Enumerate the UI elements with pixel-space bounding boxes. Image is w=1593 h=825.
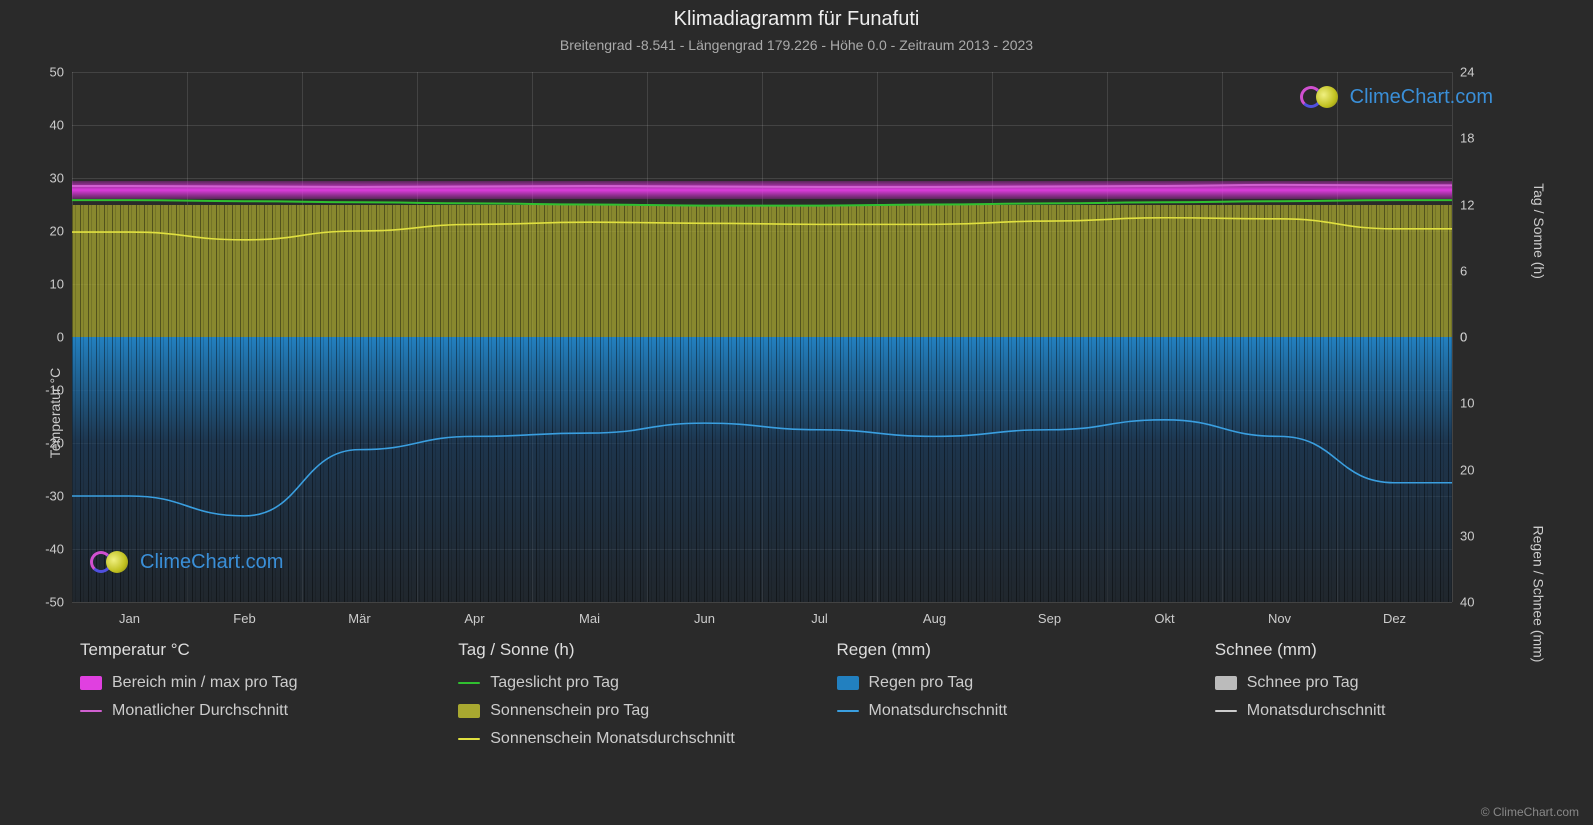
chart-title: Klimadiagramm für Funafuti [0, 0, 1593, 31]
y-right-bottom-tick-label: 10 [1460, 396, 1500, 411]
legend-header: Schnee (mm) [1215, 640, 1553, 660]
temp-monthly-line [72, 185, 1452, 187]
y-right-bottom-tick-label: 30 [1460, 528, 1500, 543]
legend-swatch [458, 704, 480, 718]
daylight-line [72, 200, 1452, 206]
legend-line-swatch [80, 710, 102, 712]
legend-item: Monatsdurchschnitt [1215, 702, 1553, 720]
month-label: Apr [464, 611, 484, 626]
legend-item: Sonnenschein pro Tag [458, 702, 796, 720]
legend-item: Tageslicht pro Tag [458, 674, 796, 692]
y-right-top-axis-title: Tag / Sonne (h) [1531, 183, 1547, 279]
legend-column: Temperatur °C Bereich min / max pro Tag Mo… [80, 640, 418, 758]
legend-swatch [80, 676, 102, 690]
legend-item: Monatsdurchschnitt [837, 702, 1175, 720]
legend-swatch [837, 676, 859, 690]
legend-header: Regen (mm) [837, 640, 1175, 660]
legend-line-swatch [458, 738, 480, 740]
legend-column: Regen (mm) Regen pro Tag Monatsdurchschnit… [837, 640, 1175, 758]
legend-label: Monatlicher Durchschnitt [112, 702, 288, 720]
y-right-top-tick-label: 18 [1460, 131, 1500, 146]
y-left-tick-label: -50 [24, 595, 64, 610]
legend-column: Schnee (mm) Schnee pro Tag Monatsdurchschn… [1215, 640, 1553, 758]
y-right-bottom-tick-label: 0 [1460, 330, 1500, 345]
month-label: Dez [1383, 611, 1406, 626]
watermark-text: ClimeChart.com [1350, 86, 1493, 109]
climate-chart: Klimadiagramm für Funafuti Breitengrad -… [0, 0, 1593, 825]
y-right-top-tick-label: 12 [1460, 197, 1500, 212]
month-label: Jun [694, 611, 715, 626]
month-label: Feb [233, 611, 255, 626]
legend-line-swatch [458, 682, 480, 684]
plot-area: 50403020100-10-20-30-40-5024181260010203… [72, 72, 1452, 602]
y-left-tick-label: 10 [24, 277, 64, 292]
legend-column: Tag / Sonne (h) Tageslicht pro Tag Sonnens… [458, 640, 796, 758]
y-left-tick-label: 30 [24, 171, 64, 186]
legend-label: Sonnenschein Monatsdurchschnitt [490, 730, 735, 748]
legend-line-swatch [1215, 710, 1237, 712]
y-left-tick-label: -10 [24, 383, 64, 398]
month-label: Aug [923, 611, 946, 626]
legend-swatch [1215, 676, 1237, 690]
legend-item: Schnee pro Tag [1215, 674, 1553, 692]
month-label: Sep [1038, 611, 1061, 626]
legend-label: Bereich min / max pro Tag [112, 674, 298, 692]
y-right-bottom-tick-label: 40 [1460, 595, 1500, 610]
legend-item: Regen pro Tag [837, 674, 1175, 692]
y-left-tick-label: 20 [24, 224, 64, 239]
month-label: Nov [1268, 611, 1291, 626]
chart-lines [72, 72, 1452, 602]
legend-header: Temperatur °C [80, 640, 418, 660]
legend-label: Monatsdurchschnitt [869, 702, 1008, 720]
legend-label: Regen pro Tag [869, 674, 974, 692]
y-left-tick-label: -20 [24, 436, 64, 451]
legend-item: Bereich min / max pro Tag [80, 674, 418, 692]
month-label: Jul [811, 611, 828, 626]
legend-item: Sonnenschein Monatsdurchschnitt [458, 730, 796, 748]
y-left-tick-label: -40 [24, 542, 64, 557]
legend: Temperatur °C Bereich min / max pro Tag Mo… [80, 640, 1553, 758]
y-left-tick-label: 40 [24, 118, 64, 133]
month-label: Okt [1154, 611, 1174, 626]
copyright: © ClimeChart.com [1481, 805, 1579, 819]
rain-monthly-line [72, 420, 1452, 516]
watermark: ClimeChart.com [1300, 85, 1493, 109]
watermark-text: ClimeChart.com [140, 551, 283, 574]
gridline-v [1452, 72, 1453, 602]
watermark: ClimeChart.com [90, 550, 283, 574]
month-label: Mai [579, 611, 600, 626]
month-label: Jan [119, 611, 140, 626]
legend-line-swatch [837, 710, 859, 712]
legend-label: Sonnenschein pro Tag [490, 702, 649, 720]
gridline-h [72, 602, 1452, 603]
legend-label: Monatsdurchschnitt [1247, 702, 1386, 720]
legend-item: Monatlicher Durchschnitt [80, 702, 418, 720]
legend-label: Tageslicht pro Tag [490, 674, 619, 692]
y-right-top-tick-label: 24 [1460, 65, 1500, 80]
y-left-tick-label: 50 [24, 65, 64, 80]
logo-icon [90, 550, 132, 574]
logo-icon [1300, 85, 1342, 109]
y-left-tick-label: -30 [24, 489, 64, 504]
sunshine-monthly-line [72, 218, 1452, 240]
y-left-tick-label: 0 [24, 330, 64, 345]
y-right-top-tick-label: 6 [1460, 263, 1500, 278]
month-label: Mär [348, 611, 370, 626]
legend-label: Schnee pro Tag [1247, 674, 1359, 692]
y-right-bottom-tick-label: 20 [1460, 462, 1500, 477]
legend-header: Tag / Sonne (h) [458, 640, 796, 660]
chart-subtitle: Breitengrad -8.541 - Längengrad 179.226 … [0, 31, 1593, 53]
